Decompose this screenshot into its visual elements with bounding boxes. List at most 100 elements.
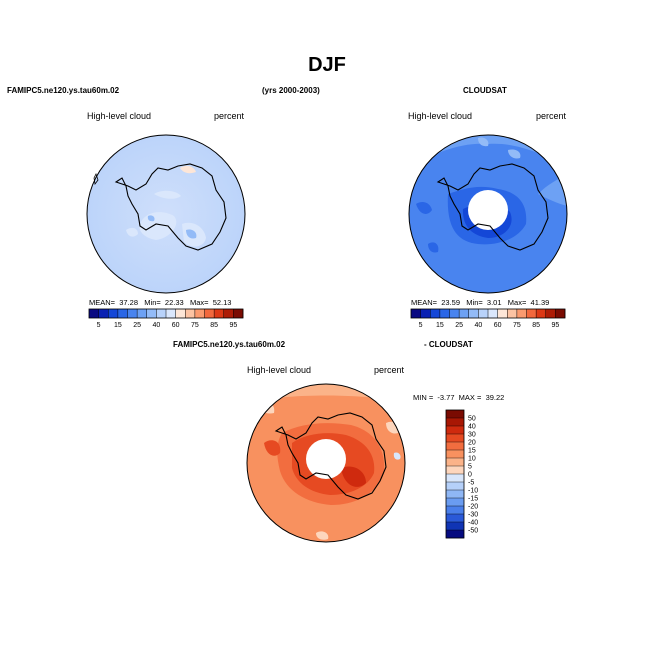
obs-colorbar-swatch	[459, 309, 470, 318]
model-colorbar-tick-label: 15	[114, 322, 122, 329]
obs-colorbar-swatch	[411, 309, 421, 318]
diff-colorbar-swatch	[446, 482, 464, 491]
obs-colorbar-swatch	[430, 309, 441, 318]
model-colorbar-swatch	[89, 309, 99, 318]
diff-colorbar-tick-label: -20	[468, 504, 478, 511]
diff-colorbar-swatch	[446, 418, 464, 427]
model-colorbar-swatch	[146, 309, 157, 318]
diff-colorbar-swatch	[446, 530, 464, 539]
diff-colorbar-tick-label: 50	[468, 416, 476, 423]
diff-colorbar-swatch	[446, 442, 464, 451]
obs-colorbar-swatch	[526, 309, 537, 318]
model-units-label: percent	[214, 111, 245, 121]
diff-colorbar-swatch	[446, 498, 464, 507]
model-mean-value: 37.28	[119, 298, 139, 307]
years-label: (yrs 2000-2003)	[262, 86, 320, 95]
model-colorbar-swatch	[108, 309, 119, 318]
model-colorbar-tick-label: 25	[133, 322, 141, 329]
obs-colorbar-swatch	[488, 309, 498, 318]
diff-colorbar-swatch	[446, 434, 464, 443]
model-colorbar-swatch	[127, 309, 138, 318]
model-colorbar: 5 15 25 40 60 75 85 95	[88, 308, 244, 329]
model-colorbar-tick-label: 95	[229, 322, 237, 329]
model-colorbar-swatch	[166, 309, 176, 318]
diff-colorbar-swatch	[446, 474, 464, 483]
obs-polar-map	[408, 134, 568, 294]
diff-colorbar-tick-label: -50	[468, 528, 478, 535]
obs-min-label: Min=	[466, 298, 483, 307]
diff-units-label: percent	[374, 365, 405, 375]
obs-stats: MEAN= 23.59 Min= 3.01 Max= 41.39	[411, 298, 549, 307]
diff-colorbar-swatch	[446, 410, 464, 419]
model-colorbar-swatch	[117, 309, 128, 318]
obs-min-value: 3.01	[486, 298, 502, 307]
diff-colorbar-tick-label: 15	[468, 448, 476, 455]
obs-colorbar-swatch	[545, 309, 556, 318]
obs-units-label: percent	[536, 111, 567, 121]
model-colorbar-swatch	[204, 309, 215, 318]
obs-colorbar-swatch	[516, 309, 527, 318]
diff-colorbar-swatch	[446, 490, 464, 499]
model-min-label: Min=	[144, 298, 161, 307]
obs-name-label: CLOUDSAT	[463, 86, 507, 95]
diff-stats: MIN = -3.77 MAX = 39.22	[413, 393, 504, 402]
model-polar-map	[86, 134, 246, 294]
obs-colorbar-tick-label: 75	[513, 322, 521, 329]
model-colorbar-swatch	[175, 309, 186, 318]
obs-colorbar-tick-label: 95	[551, 322, 559, 329]
diff-colorbar-swatch	[446, 514, 464, 523]
diff-case-label: FAMIPC5.ne120.ys.tau60m.02	[173, 340, 286, 349]
obs-colorbar-frame	[410, 308, 566, 319]
diff-colorbar-tick-label: -10	[468, 488, 478, 495]
diff-colorbar-tick-label: 20	[468, 440, 476, 447]
model-variable-label: High-level cloud	[87, 111, 152, 121]
obs-colorbar-swatch	[478, 309, 489, 318]
diff-obs-label: - CLOUDSAT	[424, 340, 473, 349]
page-title: DJF	[308, 54, 346, 76]
model-stats: MEAN= 37.28 Min= 22.33 Max= 52.13	[89, 298, 231, 307]
model-colorbar-tick-label: 5	[97, 322, 101, 329]
obs-max-value: 41.39	[530, 298, 550, 307]
obs-colorbar-tick-label: 15	[436, 322, 444, 329]
obs-colorbar-tick-label: 25	[455, 322, 463, 329]
obs-colorbar-swatch	[555, 309, 566, 318]
model-colorbar-tick-label: 85	[210, 322, 218, 329]
diff-colorbar-swatch	[446, 426, 464, 435]
model-colorbar-swatch	[137, 309, 148, 318]
diff-colorbar-swatch	[446, 450, 464, 459]
diff-colorbar-tick-label: 30	[468, 432, 476, 439]
model-colorbar-swatch	[194, 309, 205, 318]
obs-colorbar-swatch	[497, 309, 508, 318]
model-colorbar-swatch	[156, 309, 167, 318]
obs-colorbar-tick-label: 40	[474, 322, 482, 329]
model-colorbar-swatch	[98, 309, 109, 318]
diff-colorbar-tick-label: 0	[468, 472, 472, 479]
model-colorbar-tick-label: 40	[152, 322, 160, 329]
diff-max-label: MAX =	[458, 393, 482, 402]
model-colorbar-swatch	[223, 309, 234, 318]
diff-variable-label: High-level cloud	[247, 365, 312, 375]
obs-colorbar-swatch	[420, 309, 431, 318]
diff-colorbar-swatch	[446, 506, 464, 515]
diff-min-value: -3.77	[437, 393, 455, 402]
diff-colorbar-tick-label: 5	[468, 464, 472, 471]
model-colorbar-swatch	[214, 309, 225, 318]
diff-max-value: 39.22	[485, 393, 505, 402]
obs-variable-label: High-level cloud	[408, 111, 473, 121]
obs-colorbar: 5 15 25 40 60 75 85 95	[410, 308, 566, 329]
obs-colorbar-swatch	[439, 309, 450, 318]
diff-min-label: MIN =	[413, 393, 434, 402]
obs-colorbar-tick-label: 60	[494, 322, 502, 329]
obs-mean-label: MEAN=	[411, 298, 438, 307]
model-max-label: Max=	[189, 298, 209, 307]
obs-colorbar-swatch	[449, 309, 460, 318]
model-colorbar-tick-label: 75	[191, 322, 199, 329]
diff-colorbar-tick-label: 40	[468, 424, 476, 431]
diff-colorbar-tick-label: -40	[468, 520, 478, 527]
model-min-value: 22.33	[164, 298, 184, 307]
model-max-value: 52.13	[212, 298, 232, 307]
obs-colorbar-tick-label: 85	[532, 322, 540, 329]
case-name-label: FAMIPC5.ne120.ys.tau60m.02	[7, 86, 120, 95]
obs-colorbar-swatch	[507, 309, 518, 318]
